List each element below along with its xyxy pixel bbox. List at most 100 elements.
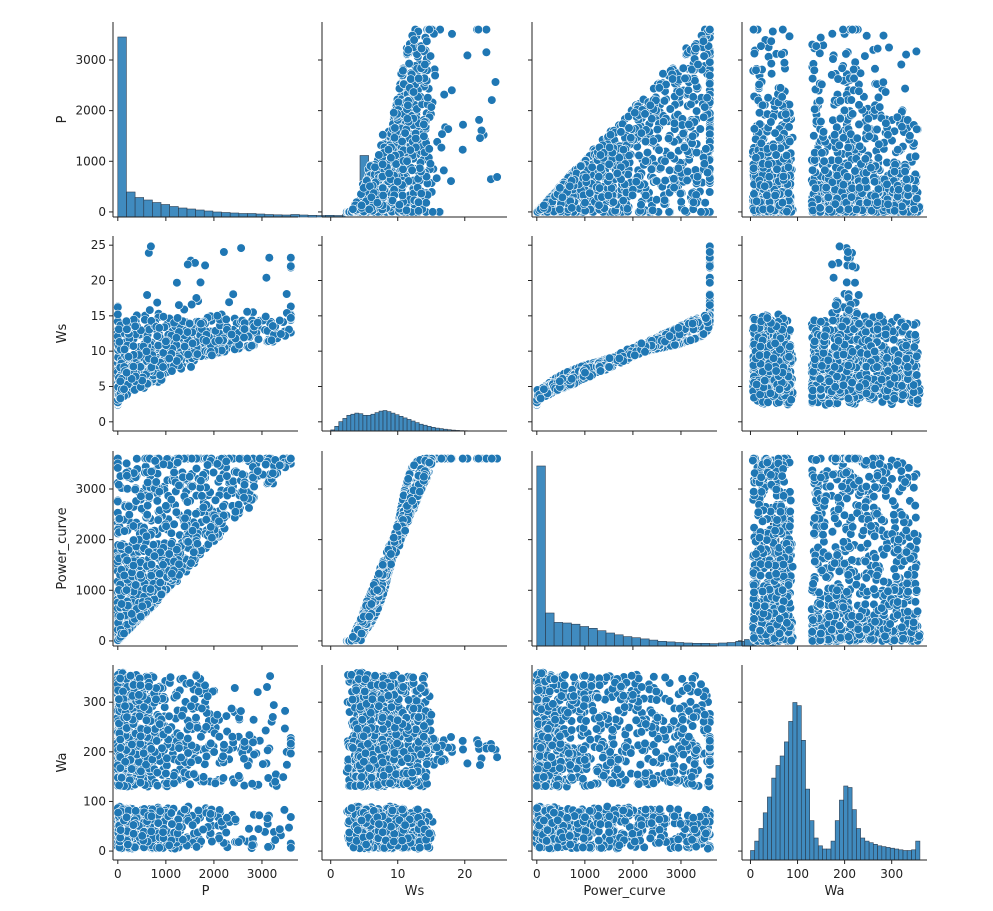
point-P-vs-Ws-1394	[386, 153, 396, 163]
point-P-vs-Ws-921	[393, 97, 404, 107]
point-P-vs-Power_curve-990	[705, 187, 715, 197]
point-P-vs-Wa-1256	[777, 92, 787, 102]
hist-bar-P-5	[160, 204, 171, 218]
point-P-vs-Ws-381	[447, 85, 457, 95]
point-P-vs-Wa-1272	[873, 153, 884, 163]
point-P-vs-Ws-1377	[394, 200, 405, 210]
point-P-vs-Wa-1349	[843, 204, 854, 214]
point-P-vs-Power_curve-1395	[687, 131, 698, 141]
point-P-vs-Ws-1361	[370, 162, 380, 172]
point-P-vs-Power_curve-1394	[614, 153, 624, 163]
point-P-vs-Wa-1304	[842, 172, 853, 182]
hist-bar-P-9	[195, 209, 205, 218]
point-P-vs-Power_curve-1390	[555, 204, 565, 214]
point-P-vs-Wa-1317	[846, 192, 857, 202]
panel-P-vs-Power_curve	[528, 22, 717, 221]
point-P-vs-Wa-1353	[751, 196, 762, 206]
point-P-vs-Wa-1380	[770, 190, 780, 201]
point-P-vs-Ws-656	[398, 66, 408, 76]
point-P-vs-Power_curve-823	[696, 207, 706, 217]
point-P-vs-Power_curve-1200	[659, 195, 670, 205]
point-P-vs-Wa-1119	[807, 165, 818, 175]
point-P-vs-Ws-1321	[417, 43, 427, 54]
point-Ws-vs-P-250	[200, 260, 210, 271]
point-P-vs-Power_curve-1365	[701, 144, 711, 154]
point-P-vs-Power_curve-1198	[654, 145, 664, 155]
point-P-vs-Power_curve-1264	[682, 175, 692, 185]
point-P-vs-Ws-1398	[407, 165, 417, 175]
point-P-vs-Wa-1284	[775, 83, 786, 93]
point-P-vs-Wa-986	[854, 100, 864, 110]
point-P-vs-Ws-1347	[416, 189, 426, 199]
point-P-vs-Wa-701	[749, 48, 760, 59]
point-P-vs-Power_curve-1312	[667, 74, 678, 84]
point-P-vs-Power_curve-1373	[594, 183, 605, 193]
point-P-vs-Wa-1244	[892, 112, 902, 122]
point-P-vs-Power_curve-1177	[576, 161, 586, 171]
point-P-vs-Power_curve-1321	[691, 43, 701, 54]
point-P-vs-Ws-1269	[401, 205, 412, 215]
point-P-vs-Ws-1385	[402, 156, 412, 166]
point-P-vs-Wa-1378	[823, 192, 833, 202]
hist-bar-P-8	[186, 208, 196, 218]
point-P-vs-Wa-389	[816, 32, 826, 43]
hist-bar-P-11	[212, 211, 222, 218]
point-P-vs-Ws-1270	[411, 133, 421, 144]
panel-P-vs-Ws	[318, 22, 507, 221]
point-P-vs-Ws-809	[446, 176, 456, 186]
point-P-vs-Power_curve-1357	[604, 171, 614, 182]
point-P-vs-Wa-1301	[912, 124, 922, 134]
point-P-vs-Power_curve-1366	[626, 133, 636, 143]
point-P-vs-Wa-428	[838, 24, 848, 35]
point-P-vs-Power_curve-1371	[646, 164, 657, 174]
point-P-vs-Ws-750	[428, 207, 438, 217]
point-P-vs-Wa-1328	[765, 204, 776, 214]
point-P-vs-Wa-1145	[860, 51, 870, 61]
point-P-vs-Wa-1175	[912, 194, 922, 204]
point-P-vs-Ws-1397	[374, 150, 384, 160]
point-P-vs-Wa-1399	[754, 108, 765, 118]
point-Ws-vs-P-400	[146, 241, 156, 251]
point-P-vs-Wa-1333	[893, 185, 904, 195]
point-P-vs-Wa-1012	[855, 141, 865, 151]
point-P-vs-Wa-1366	[838, 133, 849, 143]
point-P-vs-Ws-1307	[402, 114, 413, 124]
point-P-vs-Ws-867	[409, 35, 419, 45]
point-P-vs-Wa-1331	[764, 172, 774, 182]
point-P-vs-Power_curve-1399	[630, 108, 640, 118]
point-P-vs-Ws-1104	[423, 93, 433, 103]
point-P-vs-Wa-835	[878, 30, 889, 41]
point-P-vs-Power_curve-1254	[622, 204, 633, 214]
point-P-vs-Ws-315	[475, 133, 485, 143]
point-P-vs-Ws-680	[439, 89, 449, 100]
point-P-vs-Wa-1296	[810, 104, 820, 114]
point-P-vs-Power_curve-1370	[631, 177, 641, 187]
point-P-vs-Power_curve-1244	[699, 112, 709, 122]
point-P-vs-Wa-1373	[903, 183, 913, 193]
point-P-vs-Power_curve-1393	[618, 145, 629, 155]
point-P-vs-Power_curve-1035	[700, 198, 710, 208]
point-P-vs-Ws-400	[492, 172, 502, 182]
point-P-vs-Wa-174	[873, 92, 884, 102]
point-P-vs-Power_curve-976	[698, 36, 709, 46]
point-P-vs-Wa-1348	[901, 174, 912, 184]
point-P-vs-Power_curve-790	[705, 70, 715, 81]
point-P-vs-Power_curve-1320	[581, 172, 591, 182]
point-P-vs-Power_curve-1368	[585, 188, 595, 198]
point-P-vs-Ws-804	[473, 24, 484, 35]
point-P-vs-Wa-1393	[893, 145, 903, 155]
point-P-vs-Ws-1380	[378, 190, 388, 201]
point-P-vs-Wa-1357	[778, 171, 789, 182]
point-P-vs-Ws-1263	[413, 206, 424, 216]
point-P-vs-Power_curve-804	[705, 24, 715, 35]
hist-bar-P-12	[221, 212, 231, 218]
point-P-vs-Wa-1030	[751, 65, 761, 75]
point-P-vs-Ws-1393	[383, 145, 394, 155]
point-P-vs-Wa-1258	[810, 183, 821, 193]
point-P-vs-Wa-1151	[881, 118, 891, 128]
point-P-vs-Ws-1359	[414, 73, 424, 83]
point-P-vs-Ws-1392	[415, 163, 425, 173]
point-P-vs-Power_curve-1397	[595, 150, 606, 160]
hist-bar-P-3	[143, 199, 153, 218]
